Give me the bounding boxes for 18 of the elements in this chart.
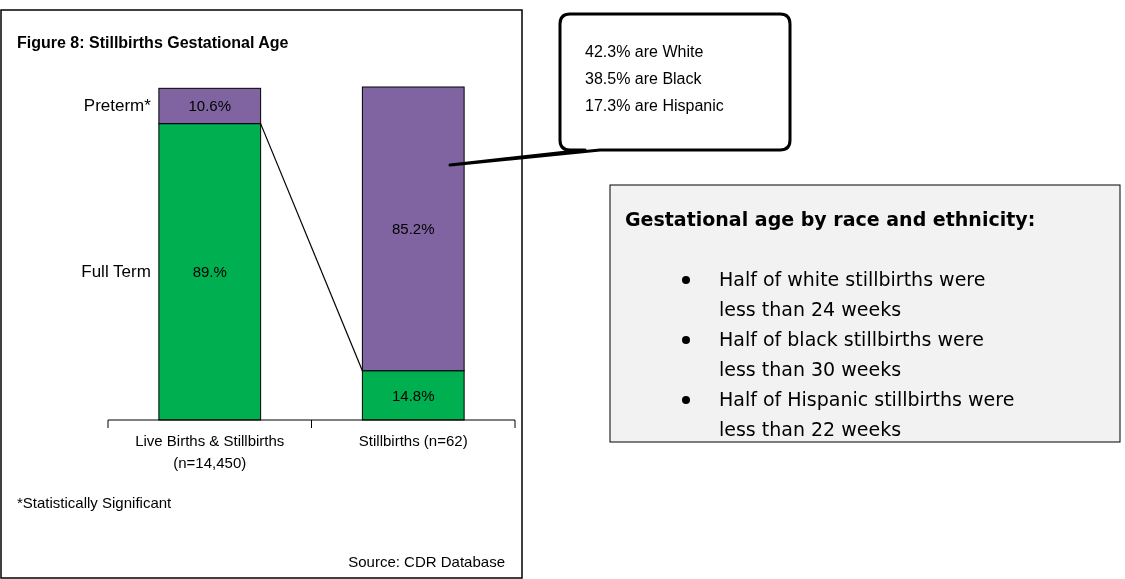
data-label: 14.8% xyxy=(391,386,435,404)
chart-title: Figure 8: Stillbirths Gestational Age xyxy=(17,34,289,51)
text: 42.3% are White xyxy=(585,43,704,60)
series-label: Full Term xyxy=(81,262,151,282)
series-label: Preterm* xyxy=(83,96,152,116)
text: Gestational age by race and ethnicity: xyxy=(625,208,1036,230)
text: Half of Hispanic stillbirths were less than 22 weeks xyxy=(719,388,1015,440)
text: 17.3% are Hispanic xyxy=(585,97,724,114)
text: 38.5% are Black xyxy=(585,70,703,87)
text: Half of black stillbirths were less than 30 weeks xyxy=(719,328,984,380)
x-tick-label: Live Births & Stillbirths (n=14,450) xyxy=(135,432,285,471)
data-label: 10.6% xyxy=(188,97,232,115)
data-label: 89.% xyxy=(192,263,227,281)
data-label: 85.2% xyxy=(391,220,435,238)
x-tick-label: Stillbirths (n=62) xyxy=(358,432,468,449)
source-note: Source: CDR Database xyxy=(348,553,505,570)
text: Half of white stillbirths were less than 24 weeks xyxy=(719,268,986,320)
text: *Statistically Significant xyxy=(17,494,173,511)
